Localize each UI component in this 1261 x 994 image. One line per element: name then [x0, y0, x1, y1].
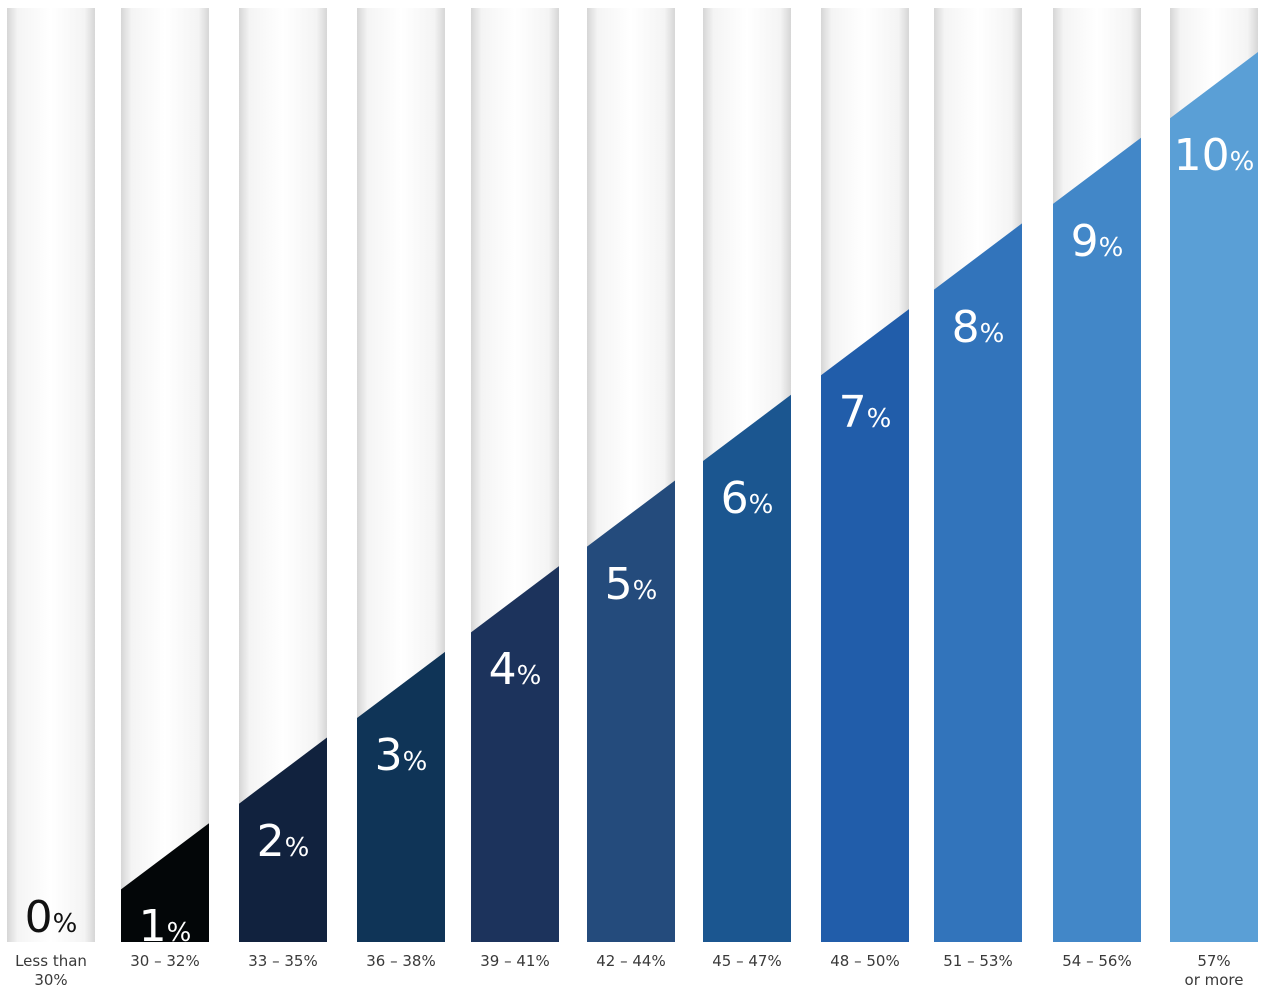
data-label-value: 7 [838, 387, 867, 439]
bar-track [7, 8, 95, 942]
bar [821, 309, 909, 942]
data-label-unit: % [748, 489, 774, 520]
data-label-unit: % [1229, 147, 1255, 178]
bar [703, 394, 791, 943]
bar [1053, 137, 1141, 943]
category-label: 51 – 53% [943, 952, 1013, 970]
category-label: 42 – 44% [596, 952, 666, 970]
category-label: 33 – 35% [248, 952, 318, 970]
bar [934, 223, 1022, 942]
category-label: 57% or more [1184, 952, 1244, 989]
data-label-unit: % [866, 404, 892, 435]
data-label: 0% [0, 896, 111, 940]
bar [239, 737, 327, 942]
category-label: 36 – 38% [366, 952, 436, 970]
data-label-value: 6 [720, 472, 749, 524]
data-label: 9% [1037, 219, 1157, 264]
data-label: 4% [455, 648, 575, 692]
bar [587, 480, 675, 942]
data-label-value: 2 [256, 815, 285, 867]
data-label-value: 8 [951, 301, 980, 353]
data-label-value: 0 [24, 892, 53, 943]
data-label: 6% [687, 476, 807, 521]
data-label-unit: % [516, 661, 542, 692]
data-label: 1% [105, 905, 225, 949]
bar [121, 823, 209, 942]
data-label-value: 3 [374, 730, 403, 781]
data-label-unit: % [402, 747, 428, 777]
data-label-unit: % [632, 575, 658, 606]
data-label-value: 5 [604, 558, 633, 610]
data-label-value: 4 [488, 644, 517, 696]
data-label: 5% [571, 562, 691, 607]
category-label: 30 – 32% [130, 952, 200, 970]
category-label: 45 – 47% [712, 952, 782, 970]
category-label: 54 – 56% [1062, 952, 1132, 970]
data-label-unit: % [1098, 232, 1124, 263]
data-label: 3% [341, 734, 461, 778]
category-label: Less than 30% [15, 952, 87, 989]
data-label-unit: % [166, 918, 192, 949]
data-label-unit: % [52, 909, 78, 939]
data-label: 2% [223, 819, 343, 864]
data-label-value: 9 [1070, 215, 1099, 267]
bar [357, 651, 445, 942]
bar [471, 566, 559, 942]
data-label-value: 1 [138, 901, 167, 953]
data-label-value: 10 [1173, 130, 1230, 182]
data-label: 10% [1154, 134, 1261, 178]
data-label-unit: % [979, 318, 1005, 349]
category-label: 48 – 50% [830, 952, 900, 970]
bar [1170, 52, 1258, 942]
bar-track [121, 8, 209, 942]
data-label: 8% [918, 305, 1038, 350]
data-label: 7% [805, 391, 925, 435]
data-label-unit: % [284, 832, 310, 863]
category-label: 39 – 41% [480, 952, 550, 970]
